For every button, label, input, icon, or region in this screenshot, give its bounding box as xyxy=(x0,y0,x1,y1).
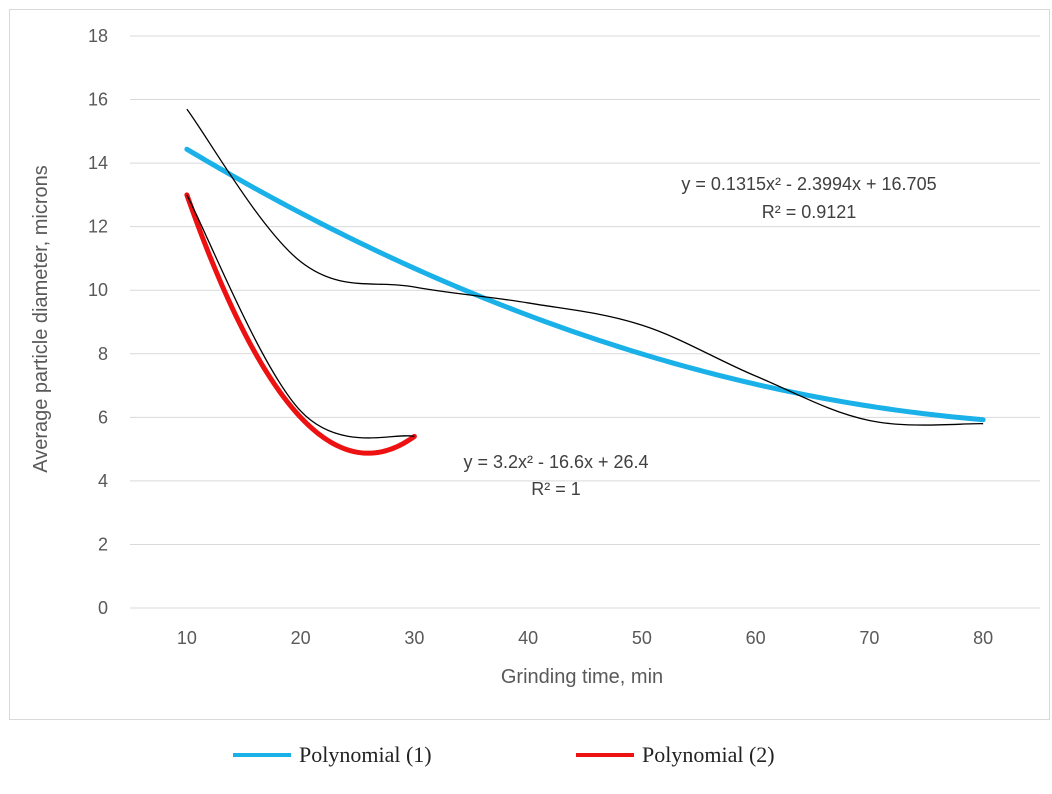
x-tick-label: 30 xyxy=(404,628,424,648)
legend: Polynomial (1) Polynomial (2) xyxy=(0,722,1052,794)
trendline-1 xyxy=(184,146,986,423)
legend-label-1: Polynomial (1) xyxy=(299,742,432,767)
y-tick-label: 2 xyxy=(98,534,108,554)
legend-item-polynomial-2: Polynomial (2) xyxy=(576,740,775,770)
data-line-2 xyxy=(186,194,415,439)
x-tick-label: 70 xyxy=(859,628,879,648)
chart-plot: 0 2 4 6 8 10 12 14 16 18 10 20 30 40 50 60 70 80 y = 0.1… xyxy=(30,26,1040,688)
x-tick-label: 80 xyxy=(973,628,993,648)
y-tick-label: 14 xyxy=(88,153,108,173)
trend-1-equation: y = 0.1315x² - 2.3994x + 16.705 xyxy=(681,174,936,194)
y-tick-label: 18 xyxy=(88,26,108,46)
trendline-2 xyxy=(184,192,417,456)
data-line-1 xyxy=(186,108,984,426)
x-tick-label: 10 xyxy=(177,628,197,648)
legend-label-2: Polynomial (2) xyxy=(642,742,775,767)
legend-item-polynomial-1: Polynomial (1) xyxy=(233,740,432,770)
legend-swatch-1 xyxy=(233,753,291,757)
x-tick-label: 20 xyxy=(291,628,311,648)
gridlines xyxy=(130,35,1040,609)
y-tick-label: 8 xyxy=(98,344,108,364)
x-axis-title: Grinding time, min xyxy=(501,666,663,688)
series-lines xyxy=(184,108,986,456)
y-tick-label: 4 xyxy=(98,471,108,491)
chart-frame: 0 2 4 6 8 10 12 14 16 18 10 20 30 40 50 60 70 80 y = 0.1… xyxy=(9,9,1050,720)
y-tick-label: 16 xyxy=(88,90,108,110)
trend-2-r2: R² = 1 xyxy=(531,479,581,499)
x-tick-labels: 10 20 30 40 50 60 70 80 xyxy=(177,628,993,648)
y-tick-label: 6 xyxy=(98,407,108,427)
x-tick-label: 50 xyxy=(632,628,652,648)
y-tick-label: 12 xyxy=(88,217,108,237)
x-tick-label: 60 xyxy=(746,628,766,648)
y-tick-label: 0 xyxy=(98,598,108,618)
x-tick-label: 40 xyxy=(518,628,538,648)
y-axis-title: Average particle diameter, microns xyxy=(30,165,52,473)
y-tick-label: 10 xyxy=(88,280,108,300)
trend-1-r2: R² = 0.9121 xyxy=(762,202,857,222)
legend-swatch-2 xyxy=(576,753,634,757)
trend-2-equation: y = 3.2x² - 16.6x + 26.4 xyxy=(463,452,648,472)
y-tick-labels: 0 2 4 6 8 10 12 14 16 18 xyxy=(88,26,108,618)
